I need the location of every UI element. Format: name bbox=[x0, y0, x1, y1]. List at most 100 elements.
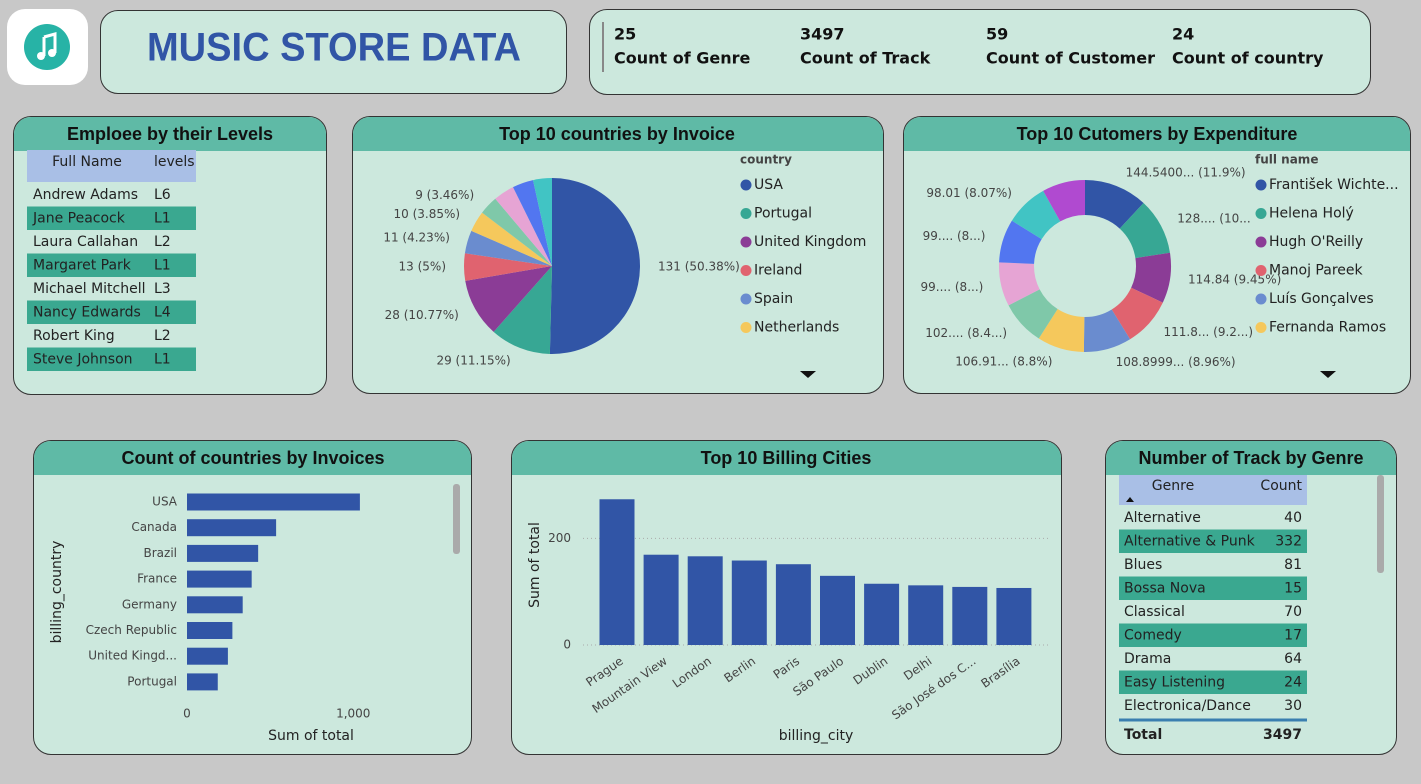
row-band bbox=[27, 347, 196, 371]
legend-swatch bbox=[1255, 236, 1267, 248]
row-band bbox=[1119, 623, 1307, 647]
legend-swatch bbox=[740, 208, 752, 219]
slice bbox=[493, 266, 552, 354]
table-header bbox=[1119, 475, 1307, 505]
panel-title: Top 10 countries by Invoice bbox=[499, 124, 735, 144]
cell: Electronica/Dance bbox=[1124, 698, 1251, 714]
legend-swatch bbox=[740, 293, 752, 305]
panel-title: Top 10 Billing Cities bbox=[701, 448, 872, 468]
bar bbox=[187, 596, 243, 614]
scrollbar[interactable] bbox=[1377, 475, 1384, 573]
bar bbox=[187, 544, 259, 562]
slice bbox=[471, 212, 552, 266]
data-label: 108.8999... (8.96%) bbox=[1116, 355, 1236, 369]
cell: Nancy Edwards bbox=[33, 305, 141, 321]
title-box bbox=[100, 10, 567, 94]
donut-panel bbox=[903, 116, 1411, 394]
y-tick-label: United Kingd... bbox=[88, 649, 177, 663]
x-tick-label: 0 bbox=[183, 707, 191, 721]
column-header: levels bbox=[154, 154, 195, 170]
kpi-value: 59 bbox=[986, 25, 1008, 44]
scroll-arrow[interactable] bbox=[800, 371, 816, 378]
data-label: 114.84 (9.45%) bbox=[1188, 273, 1281, 287]
slice bbox=[482, 198, 552, 266]
slice bbox=[549, 177, 641, 354]
bar bbox=[908, 585, 944, 645]
cell: Blues bbox=[1124, 557, 1162, 573]
legend-swatch bbox=[740, 236, 752, 248]
data-label: 9 (3.46%) bbox=[415, 188, 474, 202]
bar bbox=[996, 587, 1032, 645]
cell: Alternative bbox=[1124, 510, 1201, 526]
cell: Robert King bbox=[33, 328, 115, 344]
sort-arrow bbox=[1126, 497, 1134, 502]
legend-label: Luís Gonçalves bbox=[1269, 291, 1374, 307]
bar bbox=[599, 499, 635, 645]
legend-label: Portugal bbox=[754, 206, 812, 222]
cell: Michael Mitchell bbox=[33, 281, 146, 297]
legend-label: František Wichte... bbox=[1269, 177, 1399, 193]
cell: Classical bbox=[1124, 604, 1185, 620]
cell: 40 bbox=[1284, 510, 1302, 526]
data-label: 106.91... (8.8%) bbox=[955, 354, 1052, 368]
slice bbox=[465, 266, 552, 332]
cell: Easy Listening bbox=[1124, 675, 1225, 691]
x-tick-label: São José dos C... bbox=[889, 654, 978, 722]
cell: Steve Johnson bbox=[33, 352, 133, 368]
hbar-panel bbox=[33, 440, 472, 755]
bar bbox=[187, 570, 252, 588]
logo-icon bbox=[24, 24, 70, 70]
logo-note bbox=[42, 32, 57, 56]
logo-note bbox=[48, 49, 56, 57]
row-band bbox=[27, 206, 196, 230]
row-band bbox=[27, 300, 196, 324]
legend-label: Spain bbox=[754, 291, 793, 307]
x-tick-label: 1,000 bbox=[336, 707, 370, 721]
y-tick-label: France bbox=[137, 572, 177, 586]
y-axis-label: billing_country bbox=[49, 541, 65, 644]
data-label: 29 (11.15%) bbox=[436, 353, 510, 367]
slice bbox=[1119, 203, 1170, 259]
cell: 81 bbox=[1284, 557, 1302, 573]
y-tick-label: Portugal bbox=[127, 674, 177, 688]
column-header: Genre bbox=[1152, 478, 1194, 494]
scrollbar[interactable] bbox=[453, 484, 460, 554]
cell: 70 bbox=[1284, 604, 1302, 620]
cell: L1 bbox=[154, 352, 171, 368]
slice bbox=[1111, 287, 1163, 340]
slice bbox=[1008, 289, 1058, 339]
legend-swatch bbox=[1255, 293, 1267, 305]
bar bbox=[187, 647, 228, 665]
y-tick-label: 0 bbox=[563, 638, 571, 652]
legend-swatch bbox=[740, 179, 752, 191]
column-header: Count bbox=[1260, 478, 1302, 494]
data-label: 13 (5%) bbox=[399, 260, 446, 274]
legend-label: Hugh O'Reilly bbox=[1269, 234, 1363, 250]
cell: Alternative & Punk bbox=[1124, 534, 1256, 550]
kpi-label: Count of Customer bbox=[986, 49, 1155, 68]
bar bbox=[187, 519, 277, 537]
cell: Laura Callahan bbox=[33, 234, 138, 250]
slice bbox=[464, 253, 552, 281]
cell: Margaret Park bbox=[33, 258, 132, 274]
slice bbox=[1038, 309, 1085, 352]
legend-label: Netherlands bbox=[754, 320, 839, 336]
cell: 30 bbox=[1284, 698, 1302, 714]
bar bbox=[687, 556, 723, 645]
bar bbox=[731, 560, 767, 645]
scroll-arrow[interactable] bbox=[1320, 371, 1336, 378]
logo-note bbox=[37, 52, 45, 60]
kpi-label: Count of Track bbox=[800, 49, 931, 68]
cell: L1 bbox=[154, 211, 171, 227]
legend-label: Fernanda Ramos bbox=[1269, 320, 1386, 336]
table-header bbox=[27, 150, 196, 182]
slice bbox=[495, 187, 552, 266]
bar bbox=[643, 554, 679, 645]
row-band bbox=[1119, 529, 1307, 553]
cell: L2 bbox=[154, 234, 171, 250]
cell: 24 bbox=[1284, 675, 1302, 691]
bar bbox=[187, 673, 218, 691]
legend-swatch bbox=[740, 265, 752, 276]
kpi-value: 24 bbox=[1172, 25, 1194, 44]
cell: L6 bbox=[154, 187, 171, 203]
